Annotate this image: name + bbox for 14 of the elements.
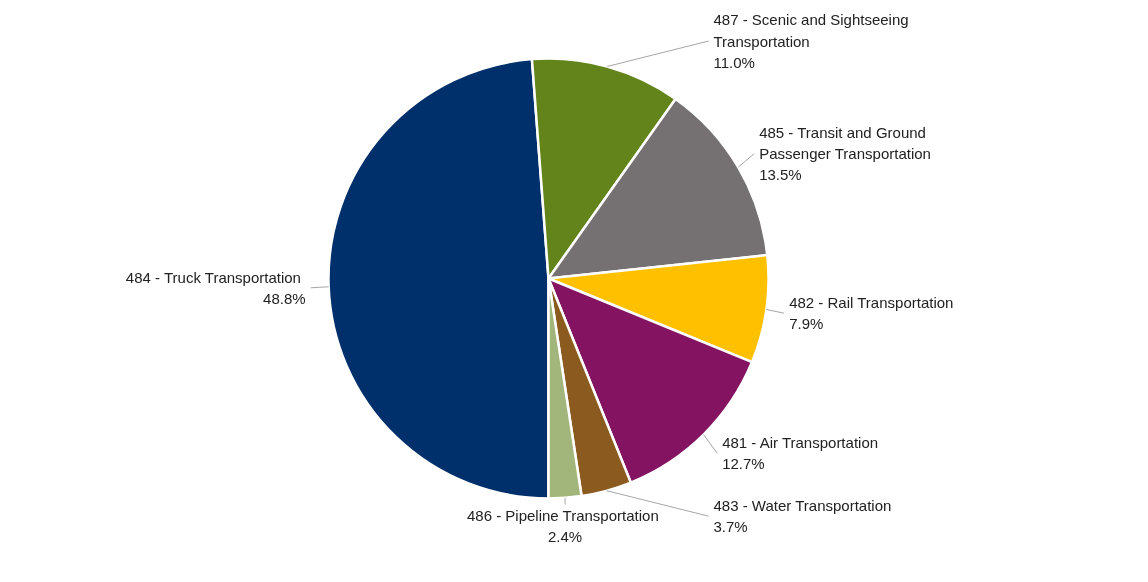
data-label: 7.9% bbox=[789, 315, 824, 333]
slice-label: 487 - Scenic and Sightseeing Transportation bbox=[713, 11, 909, 50]
data-label: 11.0% bbox=[713, 53, 755, 71]
data-label: 12.7% bbox=[722, 455, 765, 473]
slice-label: 481 - Air Transportation bbox=[722, 434, 879, 452]
data-label: 48.8% bbox=[263, 289, 306, 307]
slice-label: 484 - Truck Transportation bbox=[125, 268, 301, 286]
slice-label: 483 - Water Transportation bbox=[713, 497, 892, 515]
slice-label: 482 - Rail Transportation bbox=[789, 294, 954, 312]
slice-label: 486 - Pipeline Transportation bbox=[466, 506, 659, 524]
slice-label: 485 - Transit and Ground Passenger Transportation bbox=[759, 123, 931, 163]
data-label: 13.5% bbox=[759, 166, 802, 184]
data-label: 2.4% bbox=[547, 527, 583, 545]
data-label: 3.7% bbox=[713, 518, 748, 536]
